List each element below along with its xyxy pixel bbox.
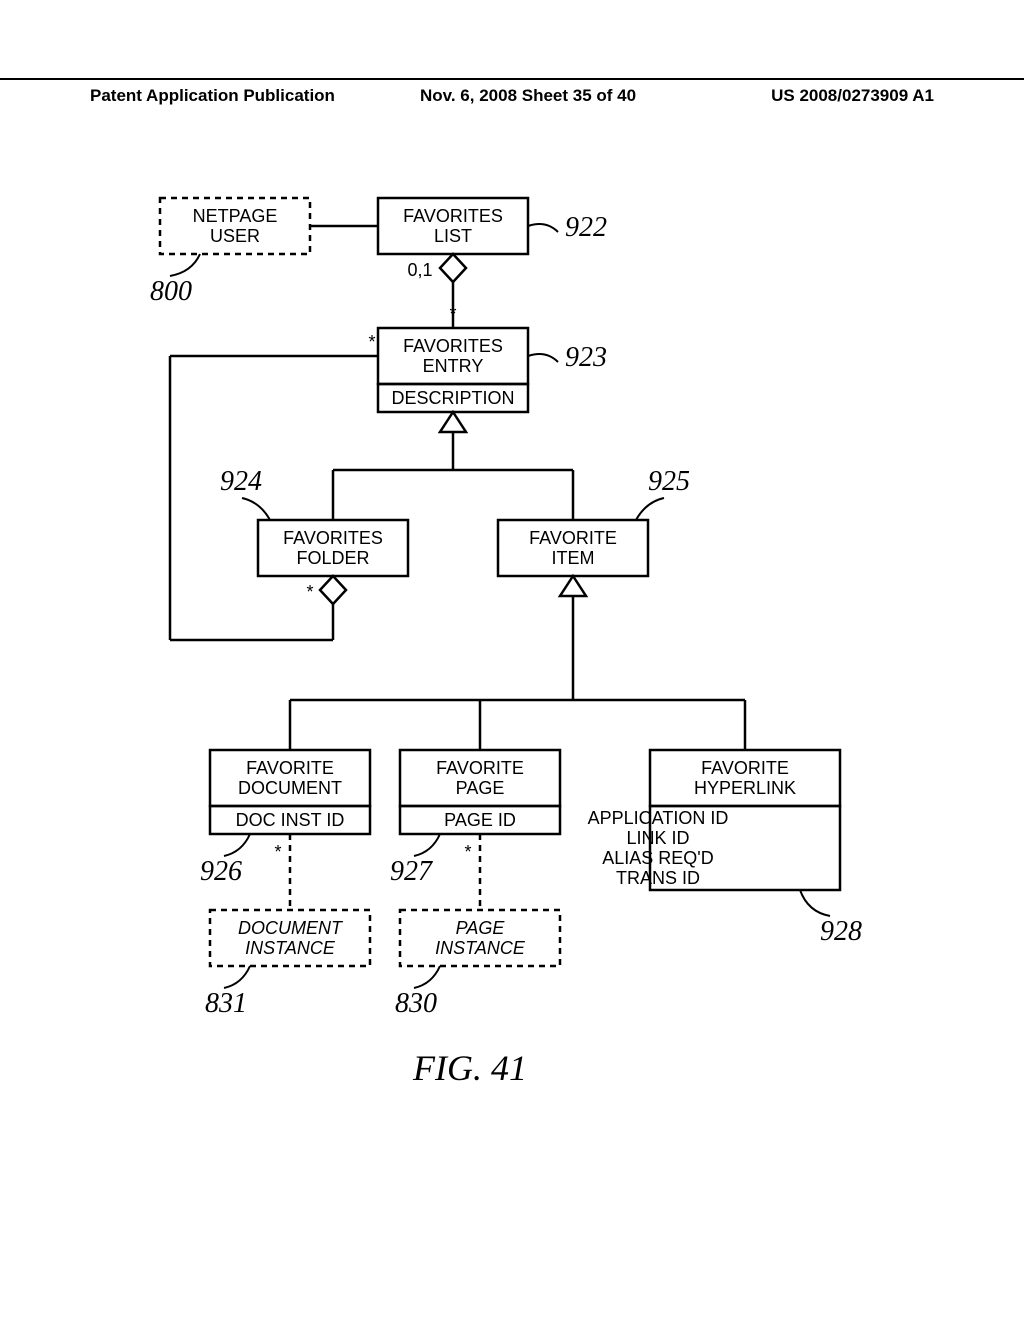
favorite-document-line1: FAVORITE <box>246 758 334 778</box>
favorites-entry-attr: DESCRIPTION <box>391 388 514 408</box>
document-instance-line2: INSTANCE <box>245 938 336 958</box>
leader-926 <box>224 834 250 856</box>
favorites-list-line2: LIST <box>434 226 472 246</box>
netpage-user-line1: NETPAGE <box>193 206 278 226</box>
document-instance-line1: DOCUMENT <box>238 918 344 938</box>
leader-927 <box>414 834 440 856</box>
leader-830 <box>414 966 440 988</box>
mult-star-doc: * <box>274 842 281 862</box>
ref-928: 928 <box>820 916 862 947</box>
ref-831: 831 <box>205 988 247 1019</box>
ref-924: 924 <box>220 466 262 497</box>
hyper-attr-2: LINK ID <box>626 828 689 848</box>
favorite-document-attr: DOC INST ID <box>236 810 345 830</box>
figure-label: FIG. 41 <box>412 1048 527 1088</box>
mult-star-1: * <box>449 304 456 324</box>
mult-star-folder: * <box>306 582 313 602</box>
favorite-hyperlink-line2: HYPERLINK <box>694 778 796 798</box>
favorites-folder-line2: FOLDER <box>296 548 369 568</box>
diagram-svg: NETPAGE USER 800 FAVORITES LIST 922 0,1 … <box>0 0 1024 1320</box>
favorites-entry-line1: FAVORITES <box>403 336 503 356</box>
hyper-attr-4: TRANS ID <box>616 868 700 888</box>
ref-922: 922 <box>565 212 607 243</box>
ref-925: 925 <box>648 466 690 497</box>
header-left: Patent Application Publication <box>90 86 335 106</box>
favorites-entry-line2: ENTRY <box>423 356 484 376</box>
hyper-attr-3: ALIAS REQ'D <box>602 848 713 868</box>
header-right: US 2008/0273909 A1 <box>771 86 934 106</box>
diamond-folder <box>320 576 346 604</box>
tri-entry <box>440 412 466 432</box>
leader-928 <box>800 890 830 916</box>
page-header: Patent Application Publication Nov. 6, 2… <box>0 78 1024 86</box>
header-mid: Nov. 6, 2008 Sheet 35 of 40 <box>420 86 636 106</box>
favorite-hyperlink-line1: FAVORITE <box>701 758 789 778</box>
favorite-page-line1: FAVORITE <box>436 758 524 778</box>
mult-star-page: * <box>464 842 471 862</box>
favorite-item-line1: FAVORITE <box>529 528 617 548</box>
favorites-folder-line1: FAVORITES <box>283 528 383 548</box>
ref-923: 923 <box>565 342 607 373</box>
leader-924 <box>242 498 270 520</box>
netpage-user-line2: USER <box>210 226 260 246</box>
leader-925 <box>636 498 664 520</box>
diamond-list-entry <box>440 254 466 282</box>
mult-01: 0,1 <box>407 260 432 280</box>
leader-923 <box>528 354 558 362</box>
hyper-attr-1: APPLICATION ID <box>588 808 729 828</box>
favorite-document-line2: DOCUMENT <box>238 778 342 798</box>
ref-927: 927 <box>390 856 433 887</box>
tri-item <box>560 576 586 596</box>
leader-922 <box>528 224 558 232</box>
leader-800 <box>170 254 200 276</box>
ref-926: 926 <box>200 856 242 887</box>
ref-800: 800 <box>150 276 192 307</box>
mult-star-left: * <box>368 332 375 352</box>
favorite-page-line2: PAGE <box>456 778 505 798</box>
page-instance-line2: INSTANCE <box>435 938 526 958</box>
leader-831 <box>224 966 250 988</box>
favorite-item-line2: ITEM <box>552 548 595 568</box>
page-instance-line1: PAGE <box>456 918 506 938</box>
favorite-page-attr: PAGE ID <box>444 810 516 830</box>
page: Patent Application Publication Nov. 6, 2… <box>0 0 1024 1320</box>
favorites-list-line1: FAVORITES <box>403 206 503 226</box>
ref-830: 830 <box>395 988 437 1019</box>
